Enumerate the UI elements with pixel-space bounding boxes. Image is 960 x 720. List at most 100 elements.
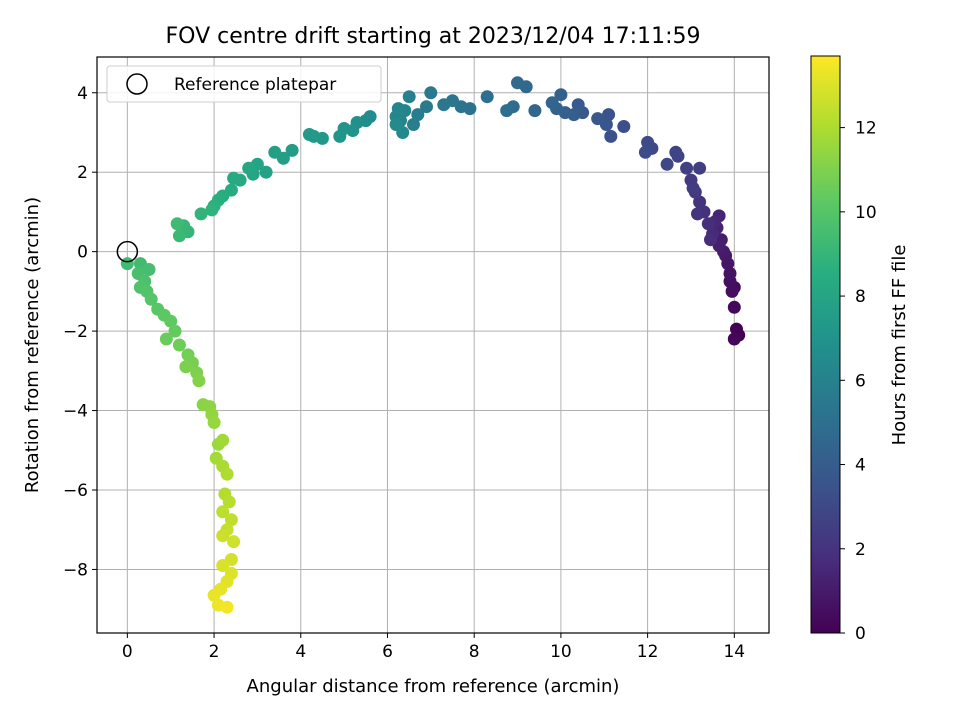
data-point <box>660 157 674 171</box>
colorbar: 0 2 4 6 8 10 12 Hours from first FF file <box>810 55 910 644</box>
data-point <box>216 433 230 447</box>
data-point <box>424 86 438 100</box>
data-point <box>402 90 416 104</box>
data-point <box>411 108 425 122</box>
legend-label: Reference platepar <box>174 75 336 95</box>
y-tick-label: −4 <box>63 402 88 422</box>
data-point <box>725 284 739 298</box>
y-axis-ticks: −8 −6 −4 −2 0 2 4 <box>63 84 97 580</box>
data-point <box>604 129 618 143</box>
y-tick-label: −6 <box>63 481 88 501</box>
data-point <box>168 324 182 338</box>
data-point <box>268 145 282 159</box>
data-point <box>480 90 494 104</box>
legend-marker <box>126 73 148 95</box>
data-point <box>669 145 683 159</box>
data-point <box>164 314 178 328</box>
data-point <box>730 322 743 336</box>
x-tick-label: 14 <box>723 642 745 662</box>
data-point <box>224 513 238 527</box>
x-axis-label: Angular distance from reference (arcmin) <box>247 676 620 697</box>
data-point <box>159 332 173 346</box>
data-point <box>528 104 542 118</box>
colorbar-label: Hours from first FF file <box>889 245 910 446</box>
data-point <box>727 300 741 314</box>
y-tick-label: 2 <box>77 163 88 183</box>
y-tick-label: −8 <box>63 560 88 580</box>
colorbar-tick-label: 8 <box>855 287 866 307</box>
data-point <box>407 118 420 131</box>
data-point <box>144 292 158 306</box>
chart-title: FOV centre drift starting at 2023/12/04 … <box>166 24 701 49</box>
x-tick-label: 6 <box>382 642 393 662</box>
data-point <box>205 203 219 217</box>
reference-marker <box>116 240 139 263</box>
data-point <box>216 529 230 543</box>
data-point <box>691 207 704 221</box>
data-point <box>500 104 514 118</box>
data-point <box>545 96 559 110</box>
data-point <box>216 505 230 519</box>
x-tick-label: 8 <box>469 642 480 662</box>
x-tick-label: 2 <box>209 642 220 662</box>
data-point <box>170 217 184 231</box>
data-point <box>420 100 433 114</box>
x-tick-label: 12 <box>637 642 659 662</box>
data-point <box>259 165 273 179</box>
data-point <box>571 98 585 112</box>
data-point <box>554 88 568 102</box>
data-point <box>242 161 256 175</box>
data-point <box>723 267 737 280</box>
data-point <box>172 229 186 243</box>
data-point <box>216 559 230 572</box>
x-axis-ticks: 0 2 4 6 8 10 12 14 <box>122 633 745 662</box>
data-point <box>437 98 451 112</box>
data-point <box>693 195 707 209</box>
grid <box>97 57 769 633</box>
data-point <box>227 171 241 185</box>
data-point <box>641 135 655 149</box>
colorbar-tick-label: 12 <box>855 119 877 139</box>
plot-frame <box>96 56 770 634</box>
data-point <box>120 257 134 271</box>
data-point <box>638 145 652 159</box>
data-point <box>701 217 715 231</box>
data-point <box>220 467 234 481</box>
data-point <box>222 495 236 509</box>
x-tick-label: 4 <box>295 642 306 662</box>
y-tick-label: 4 <box>77 84 88 104</box>
data-point <box>207 416 221 429</box>
data-point <box>194 207 208 221</box>
data-point <box>207 588 221 602</box>
colorbar-gradient <box>810 55 841 634</box>
data-points <box>120 76 746 614</box>
y-tick-label: 0 <box>77 243 88 263</box>
data-point <box>179 360 193 374</box>
data-point <box>727 332 741 346</box>
x-tick-label: 10 <box>550 642 572 662</box>
data-point <box>704 233 717 247</box>
data-point <box>192 374 206 388</box>
data-point <box>693 161 707 175</box>
data-point <box>680 161 694 175</box>
data-point <box>142 263 156 276</box>
data-point <box>227 535 241 549</box>
data-point <box>389 118 403 131</box>
data-point <box>511 76 524 90</box>
data-point <box>172 338 186 352</box>
colorbar-ticks: 0 2 4 6 8 10 12 <box>840 119 877 644</box>
y-tick-label: −2 <box>63 322 88 342</box>
legend: Reference platepar <box>106 65 382 103</box>
colorbar-tick-label: 2 <box>855 540 866 560</box>
colorbar-tick-label: 10 <box>855 203 877 223</box>
data-point <box>686 181 700 195</box>
data-point <box>617 120 631 133</box>
data-point <box>220 600 234 614</box>
data-point <box>333 129 347 143</box>
colorbar-tick-label: 6 <box>855 371 866 391</box>
data-point <box>591 112 605 126</box>
data-point <box>602 108 616 122</box>
colorbar-tick-label: 0 <box>855 624 866 644</box>
x-tick-label: 0 <box>122 642 133 662</box>
